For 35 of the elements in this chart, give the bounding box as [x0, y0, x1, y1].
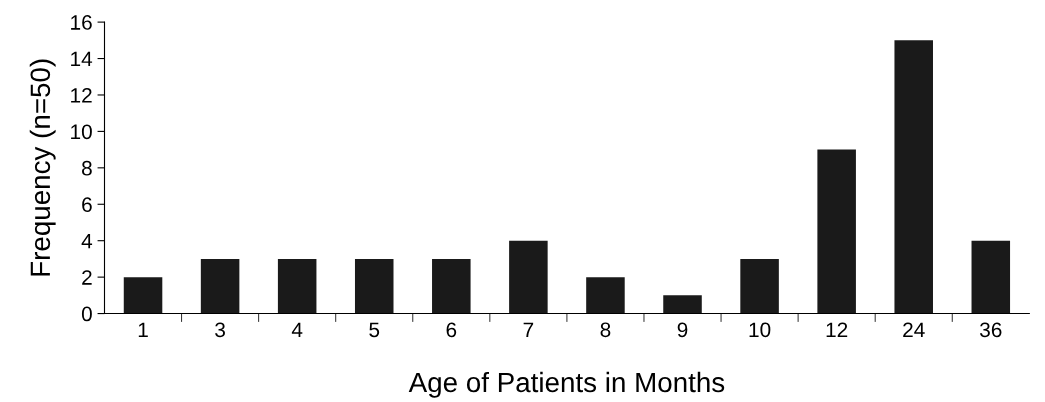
x-tick-label: 8 — [600, 322, 611, 338]
x-axis-title: Age of Patients in Months — [408, 371, 725, 398]
x-tick-label: 1 — [138, 322, 148, 337]
y-tick-label: 12 — [71, 87, 92, 103]
y-tick-label: 14 — [71, 51, 93, 67]
x-tick-label: 5 — [369, 322, 380, 338]
y-axis-title: Frequency (n=50) — [29, 59, 56, 276]
x-tick-label: 9 — [677, 322, 688, 338]
bar — [817, 149, 856, 314]
bar — [123, 277, 163, 314]
bar — [894, 40, 933, 314]
y-tick-label: 10 — [71, 124, 92, 140]
x-tick-label: 4 — [291, 322, 303, 337]
x-tick-label: 36 — [980, 322, 1002, 338]
y-tick-label: 16 — [71, 15, 92, 30]
y-tick-label: 4 — [81, 233, 93, 249]
bar — [509, 240, 548, 314]
x-tick-label: 6 — [446, 322, 457, 338]
x-tick-label: 7 — [523, 322, 534, 337]
y-tick-label: 8 — [82, 160, 92, 176]
y-tick-label: 6 — [82, 197, 92, 213]
y-tick-label: 0 — [81, 306, 92, 322]
x-tick-label: 12 — [826, 322, 848, 337]
bar — [586, 277, 625, 314]
bar — [354, 258, 394, 314]
bar — [971, 240, 1011, 314]
bar — [200, 258, 240, 314]
bar — [432, 258, 471, 314]
x-tick-label: 24 — [903, 322, 925, 337]
y-tick-label: 2 — [82, 270, 92, 285]
x-tick-label: 10 — [749, 322, 771, 338]
bar — [277, 258, 317, 314]
bar — [740, 258, 779, 314]
bar — [663, 295, 702, 314]
x-tick-label: 3 — [215, 322, 225, 338]
